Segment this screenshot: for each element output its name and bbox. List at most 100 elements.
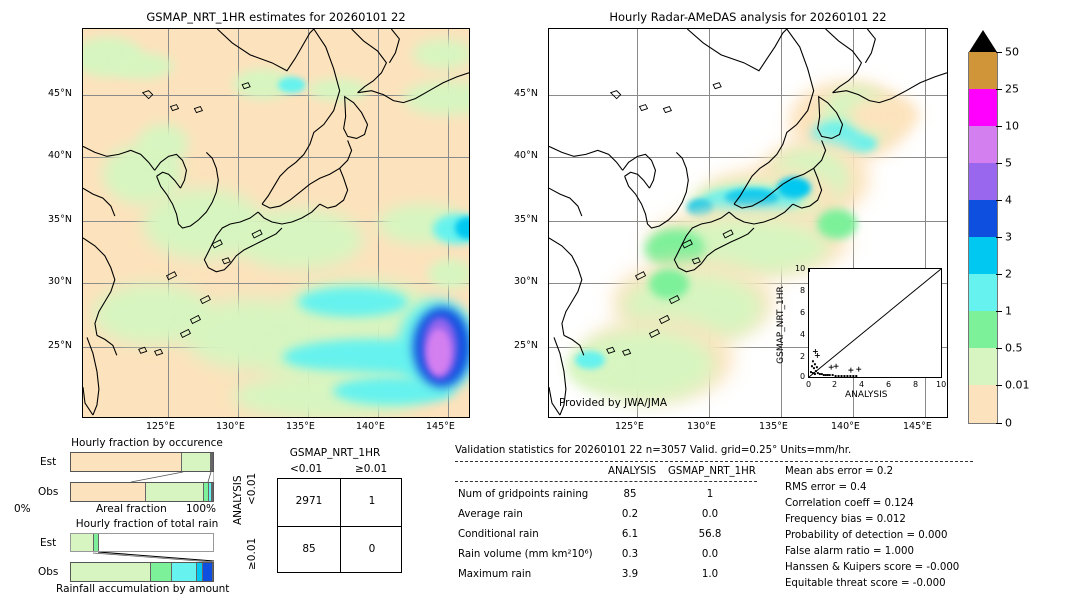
- occurrence-connector: [130, 472, 214, 482]
- validation-row-gsmap: 56.8: [698, 529, 722, 540]
- colorbar-label: 4: [1005, 193, 1012, 207]
- scatter-inset[interactable]: [808, 268, 942, 378]
- inset-xtick: 6: [886, 380, 892, 389]
- colorbar-segment: [968, 348, 998, 385]
- precip-region: [649, 269, 689, 299]
- right-lon-tick: 125°E: [615, 421, 644, 432]
- validation-col-header-gsmap: GSMAP_NRT_1HR: [668, 466, 756, 477]
- bar-segment: [71, 483, 147, 501]
- inset-ytick: 0: [800, 372, 806, 381]
- bar-segment: [211, 483, 213, 501]
- occurrence-bar-est[interactable]: [70, 452, 214, 472]
- inset-xtick: 8: [913, 380, 919, 389]
- score-item: Correlation coeff = 0.124: [785, 498, 914, 509]
- bar-segment: [171, 563, 198, 581]
- bar-segment: [71, 563, 151, 581]
- occurrence-xlabel: Areal fraction: [96, 503, 167, 515]
- total-rain-bar-obs[interactable]: [70, 562, 214, 582]
- contingency-cell: 1: [368, 495, 376, 507]
- scatter-plot-area: [808, 268, 942, 378]
- left-lat-tick: 40°N: [48, 150, 72, 161]
- colorbar-label: 10: [1005, 119, 1019, 133]
- validation-row-analysis: 0.2: [621, 509, 639, 520]
- bar-segment: [204, 483, 209, 501]
- colorbar-segment: [968, 89, 998, 126]
- occurrence-bar-obs[interactable]: [70, 482, 214, 502]
- inset-xtick: 10: [936, 380, 947, 389]
- right-lon-tick: 135°E: [759, 421, 788, 432]
- left-lon-tick: 130°E: [216, 421, 245, 432]
- colorbar-segment: [968, 126, 998, 163]
- score-item: Probability of detection = 0.000: [785, 530, 948, 541]
- score-item: RMS error = 0.4: [785, 482, 867, 493]
- contingency-row-label-lt: <0.01: [246, 472, 258, 505]
- inset-xlabel: ANALYSIS: [845, 390, 888, 400]
- inset-ytick: 4: [800, 330, 806, 339]
- precip-region: [138, 124, 188, 164]
- validation-row-gsmap: 1: [706, 489, 714, 500]
- validation-row-analysis: 0.3: [621, 549, 639, 560]
- validation-row-label: Conditional rain: [458, 529, 539, 540]
- colorbar-label: 50: [1005, 45, 1019, 59]
- colorbar-label: 0.01: [1005, 378, 1030, 392]
- score-item: Equitable threat score = -0.000: [785, 578, 946, 589]
- total-rain-bar-est[interactable]: [70, 533, 214, 552]
- right-lat-tick: 45°N: [514, 88, 538, 99]
- bar-segment: [208, 483, 212, 501]
- precip-region: [455, 217, 469, 239]
- bar-segment: [150, 563, 172, 581]
- left-lon-tick: 125°E: [146, 421, 175, 432]
- precip-region: [427, 329, 451, 375]
- total-rain-chart-title: Hourly fraction of total rain: [75, 518, 219, 530]
- left-lat-tick: 35°N: [48, 214, 72, 225]
- inset-xtick: 4: [859, 380, 865, 389]
- validation-col-header-analysis: ANALYSIS: [608, 466, 657, 477]
- right-map[interactable]: Provided by JWA/JMA: [548, 28, 948, 418]
- bar-segment: [146, 483, 205, 501]
- colorbar-arrow-icon: [969, 30, 997, 52]
- score-item: Hanssen & Kuipers score = -0.000: [785, 562, 960, 573]
- colorbar-label: 0: [1005, 416, 1012, 430]
- total-rain-xlabel: Rainfall accumulation by amount: [56, 583, 230, 595]
- occurrence-xmin-label: 0%: [14, 503, 31, 515]
- right-lon-tick: 130°E: [687, 421, 716, 432]
- contingency-col-label-ge: ≥0.01: [355, 463, 388, 475]
- inset-xtick: 2: [832, 380, 838, 389]
- bar-segment: [181, 453, 211, 471]
- precip-region: [777, 177, 811, 199]
- left-lon-tick: 135°E: [286, 421, 315, 432]
- validation-row-label: Average rain: [458, 509, 523, 520]
- contingency-cell: 0: [368, 543, 376, 555]
- total-rain-connector: [92, 552, 214, 562]
- left-map[interactable]: [82, 28, 470, 418]
- bar-segment: [210, 453, 213, 471]
- precip-region: [428, 259, 469, 289]
- colorbar-segment: [968, 163, 998, 200]
- validation-row-label: Rain volume (mm km²10⁶): [458, 549, 593, 560]
- contingency-table[interactable]: 2971 1 85 0: [277, 478, 402, 573]
- right-lat-tick: 35°N: [514, 214, 538, 225]
- contingency-cell: 85: [302, 543, 316, 555]
- right-lon-tick: 145°E: [903, 421, 932, 432]
- inset-ytick: 10: [795, 264, 806, 273]
- colorbar-segment: [968, 274, 998, 311]
- colorbar-segment: [968, 311, 998, 348]
- map-credit: Provided by JWA/JMA: [559, 397, 668, 409]
- right-lon-tick: 140°E: [831, 421, 860, 432]
- validation-row-gsmap: 1.0: [701, 569, 719, 580]
- colorbar-label: 0.5: [1005, 341, 1023, 355]
- validation-row-analysis: 3.9: [621, 569, 639, 580]
- contingency-row-label-ge: ≥0.01: [246, 537, 258, 570]
- right-lat-tick: 30°N: [514, 276, 538, 287]
- right-lat-tick: 40°N: [514, 150, 538, 161]
- occurrence-row-label-obs: Obs: [38, 486, 59, 498]
- precip-region: [725, 189, 779, 207]
- precip-region: [278, 77, 306, 93]
- colorbar-segment: [968, 52, 998, 89]
- precip-region: [113, 53, 173, 79]
- left-lat-tick: 45°N: [48, 88, 72, 99]
- right-panel-title: Hourly Radar-AMeDAS analysis for 2026010…: [609, 10, 887, 24]
- precip-region: [233, 209, 363, 269]
- colorbar[interactable]: 50 25 10 5 4 3 2 1 0.5 0.01 0: [968, 30, 1048, 430]
- colorbar-label: 2: [1005, 267, 1012, 281]
